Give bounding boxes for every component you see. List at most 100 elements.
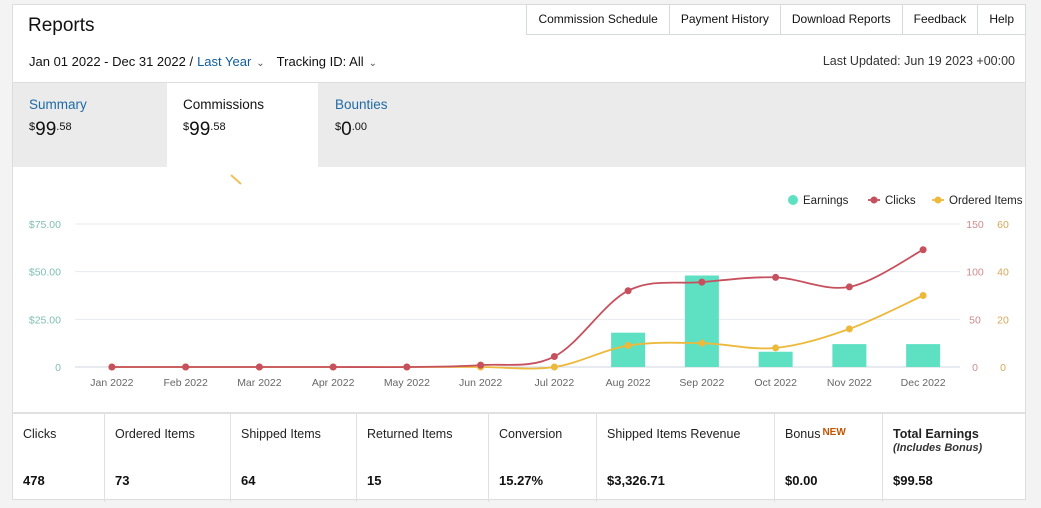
tabs-band: Summary $99.58 Commissions $99.58 Bounti…: [13, 82, 1025, 173]
tab-summary[interactable]: Summary $99.58: [13, 83, 165, 168]
clicks-point: [182, 363, 190, 371]
ordered-items-line: [111, 294, 924, 370]
stat-value: $0.00: [785, 473, 818, 488]
stat-label: Shipped Items Revenue: [607, 427, 741, 441]
chevron-down-icon: ⌄: [256, 58, 265, 69]
earnings-bar: [684, 275, 719, 367]
stat-value: 478: [23, 473, 45, 488]
stat-ordered-items: Ordered Items 73: [105, 414, 231, 502]
payment-history-link[interactable]: Payment History: [668, 4, 781, 35]
tab-bounties-value: $0.00: [335, 119, 367, 140]
x-tick-label: May 2022: [384, 377, 430, 389]
clicks-point: [550, 353, 558, 361]
legend-items-marker: [934, 196, 942, 204]
x-tick-label: Mar 2022: [237, 377, 282, 389]
y-right-clicks-tick-label: 150: [966, 219, 984, 231]
y-left-tick-label: $75.00: [29, 219, 61, 231]
legend-earnings-marker: [788, 195, 798, 205]
download-reports-link[interactable]: Download Reports: [779, 4, 903, 35]
chart-svg: 0 $25.00 $50.00 $75.00 0 50 100 150 0 20 40 60 Jan 2…: [29, 174, 1023, 389]
page-title: Reports: [28, 15, 95, 36]
stat-label: Ordered Items: [115, 427, 195, 441]
stat-label: Bonus NEW: [785, 427, 846, 441]
y-right-items-tick-label: 20: [997, 314, 1009, 326]
x-tick-label: Feb 2022: [163, 377, 208, 389]
x-tick-label: Apr 2022: [312, 377, 355, 389]
stat-label: Conversion: [499, 427, 563, 441]
chevron-down-icon: ⌄: [368, 58, 377, 69]
clicks-point: [329, 363, 337, 371]
tab-commissions-value: $99.58: [183, 119, 226, 140]
stat-conversion: Conversion 15.27%: [489, 414, 597, 502]
tab-commissions-label: Commissions: [183, 97, 265, 112]
tracking-id-dropdown[interactable]: Tracking ID: All ⌄: [277, 54, 377, 69]
ordered-items-point: [919, 292, 927, 299]
x-tick-label: Jan 2022: [90, 377, 133, 389]
earnings-bar: [611, 332, 646, 367]
y-right-items-tick-label: 40: [997, 267, 1009, 279]
stat-value: 64: [241, 473, 256, 488]
x-tick-label: Sep 2022: [679, 377, 724, 389]
x-tick-label: Nov 2022: [827, 377, 872, 389]
earnings-bar: [906, 344, 941, 367]
clicks-point: [477, 361, 485, 369]
stat-shipped-revenue: Shipped Items Revenue $3,326.71: [597, 414, 775, 502]
stat-value: $99.58: [893, 473, 933, 488]
date-range-text: Jan 01 2022 - Dec 31 2022 /: [29, 54, 194, 69]
stat-clicks: Clicks 478: [13, 414, 105, 502]
stat-value: 15.27%: [499, 473, 544, 488]
tab-commissions[interactable]: Commissions $99.58: [167, 83, 318, 173]
tracking-id-label: Tracking ID: All: [276, 54, 364, 69]
ordered-items-point: [845, 325, 853, 333]
x-tick-label: Oct 2022: [754, 377, 797, 389]
y-right-clicks-tick-label: 100: [966, 267, 984, 279]
clicks-point: [772, 273, 780, 281]
y-left-tick-label: $50.00: [29, 267, 61, 279]
legend-items-label: Ordered Items: [949, 195, 1023, 207]
x-tick-label: Jul 2022: [535, 377, 575, 389]
feedback-link[interactable]: Feedback: [901, 4, 979, 35]
x-tick-label: Aug 2022: [606, 377, 651, 389]
help-link[interactable]: Help: [977, 4, 1026, 35]
stat-value: 73: [115, 473, 130, 488]
y-left-tick-label: $25.00: [29, 314, 61, 326]
ordered-items-point: [698, 339, 706, 347]
y-right-items-tick-label: 60: [997, 219, 1009, 231]
stat-value: 15: [367, 473, 382, 488]
commission-schedule-link[interactable]: Commission Schedule: [526, 4, 670, 35]
reports-card: Reports Commission Schedule Payment Hist…: [12, 4, 1026, 502]
clicks-point: [108, 363, 116, 371]
stat-returned-items: Returned Items 15: [357, 414, 489, 502]
clicks-point: [698, 278, 706, 286]
y-left-tick-label: 0: [55, 362, 61, 374]
legend-earnings-label: Earnings: [803, 195, 849, 207]
tab-summary-label: Summary: [29, 97, 87, 112]
tab-pointer-accent: [230, 174, 242, 185]
clicks-point: [403, 363, 411, 371]
stat-label: Total Earnings (Includes Bonus): [893, 427, 1015, 454]
clicks-point: [845, 283, 853, 291]
last-updated-text: Last Updated: Jun 19 2023 +00:00: [822, 54, 1015, 68]
ordered-items-point: [624, 342, 632, 350]
stat-bonus: Bonus NEW $0.00: [775, 414, 883, 502]
earnings-bar: [758, 351, 793, 367]
stat-shipped-items: Shipped Items 64: [231, 414, 357, 502]
ordered-items-point: [772, 344, 780, 352]
period-dropdown-label: Last Year: [197, 54, 252, 69]
tab-bounties[interactable]: Bounties $0.00: [319, 83, 471, 168]
legend-clicks-marker: [870, 196, 878, 204]
earnings-chart: 0 $25.00 $50.00 $75.00 0 50 100 150 0 20 40 60 Jan 2…: [13, 167, 1025, 412]
earnings-bar: [832, 344, 867, 367]
filter-bar: Jan 01 2022 - Dec 31 2022 / Last Year ⌄ T…: [29, 54, 377, 69]
new-badge: NEW: [822, 427, 846, 438]
clicks-line: [111, 248, 924, 369]
period-dropdown[interactable]: Last Year ⌄: [197, 54, 265, 69]
clicks-point: [919, 246, 927, 254]
x-tick-label: Jun 2022: [459, 377, 502, 389]
y-right-items-tick-label: 0: [1000, 362, 1006, 374]
tab-summary-value: $99.58: [29, 119, 72, 140]
legend-clicks-label: Clicks: [885, 195, 916, 207]
stat-label: Returned Items: [367, 427, 453, 441]
stat-label: Clicks: [23, 427, 57, 441]
top-nav: Commission Schedule Payment History Down…: [526, 4, 1026, 35]
